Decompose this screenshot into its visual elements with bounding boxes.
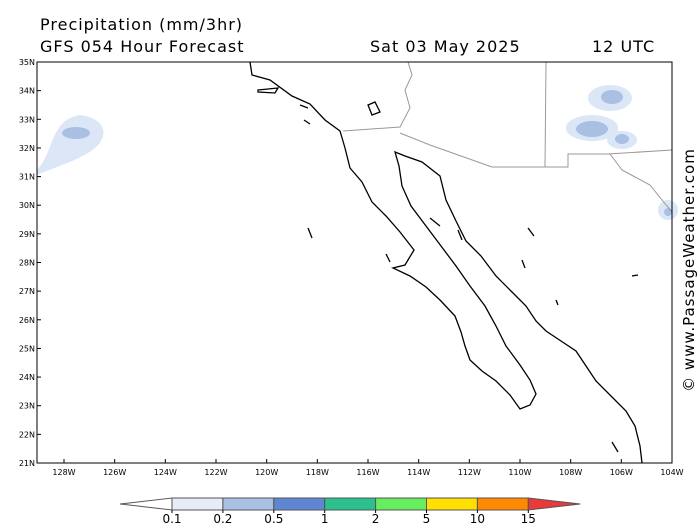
lat-tick-label: 30N [19, 201, 35, 210]
lon-tick-label: 110W [508, 468, 531, 477]
lon-tick-label: 116W [356, 468, 379, 477]
lon-tick-label: 124W [154, 468, 177, 477]
colorbar-label: 0.5 [264, 512, 283, 525]
credit: © www.PassageWeather.com [680, 148, 698, 392]
colorbar-segment [171, 497, 224, 511]
lon-tick-label: 126W [103, 468, 126, 477]
colorbar-label: 0.1 [162, 512, 181, 525]
colorbar-label: 0.2 [213, 512, 232, 525]
lon-tick-label: 122W [204, 468, 227, 477]
lat-tick-label: 22N [19, 430, 35, 439]
lat-tick-label: 34N [19, 87, 35, 96]
colorbar-segment [375, 497, 428, 511]
date: Sat 03 May 2025 [370, 37, 521, 56]
colorbar-segment [222, 497, 275, 511]
lat-tick-label: 21N [19, 459, 35, 468]
lon-tick-label: 108W [559, 468, 582, 477]
colorbar-label: 10 [470, 512, 485, 525]
lon-tick-label: 112W [458, 468, 481, 477]
lat-tick-label: 23N [19, 402, 35, 411]
lat-tick-label: 32N [19, 144, 35, 153]
map [36, 61, 678, 464]
lat-tick-label: 25N [19, 344, 35, 353]
border-us-mexico-east [399, 61, 673, 213]
lon-tick-label: 128W [52, 468, 75, 477]
lon-tick-label: 114W [407, 468, 430, 477]
colorbar-segment [324, 497, 377, 511]
lat-tick-label: 31N [19, 173, 35, 182]
lon-tick-label: 120W [255, 468, 278, 477]
lat-tick-label: 28N [19, 259, 35, 268]
islands [257, 87, 639, 453]
colorbar-label: 1 [321, 512, 329, 525]
colorbar-segment [273, 497, 326, 511]
colorbar-label: 2 [372, 512, 380, 525]
lat-tick-label: 35N [19, 58, 35, 67]
lon-tick-label: 104W [660, 468, 683, 477]
lat-tick-label: 33N [19, 115, 35, 124]
lat-tick-label: 26N [19, 316, 35, 325]
coastline-baja-west [249, 61, 537, 410]
precip-moderate [62, 90, 672, 216]
title: Precipitation (mm/3hr) [40, 15, 243, 34]
coastline-mainland [404, 155, 643, 464]
colorbar-high [527, 497, 581, 511]
model: GFS 054 Hour Forecast [40, 37, 245, 56]
colorbar-segment [426, 497, 478, 511]
time: 12 UTC [592, 37, 655, 56]
colorbar-label: 5 [423, 512, 431, 525]
lat-tick-label: 24N [19, 373, 35, 382]
colorbar-segment [476, 497, 529, 511]
colorbar-low [119, 497, 173, 511]
lat-tick-label: 27N [19, 287, 35, 296]
lat-tick-label: 29N [19, 230, 35, 239]
border-us-mexico [342, 61, 413, 132]
lon-tick-label: 118W [306, 468, 329, 477]
lon-tick-label: 106W [610, 468, 633, 477]
colorbar-label: 15 [521, 512, 536, 525]
